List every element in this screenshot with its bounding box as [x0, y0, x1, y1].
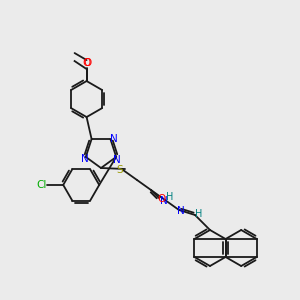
Text: S: S — [117, 165, 123, 175]
Text: O: O — [158, 194, 166, 204]
Text: N: N — [110, 134, 117, 144]
Text: H: H — [195, 209, 203, 219]
Text: N: N — [113, 155, 121, 165]
Text: H: H — [166, 192, 174, 202]
Text: N: N — [177, 206, 185, 216]
Text: O: O — [82, 58, 91, 68]
Text: O: O — [83, 58, 92, 68]
Text: N: N — [81, 154, 89, 164]
Text: N: N — [160, 196, 168, 206]
Text: Cl: Cl — [36, 180, 46, 190]
